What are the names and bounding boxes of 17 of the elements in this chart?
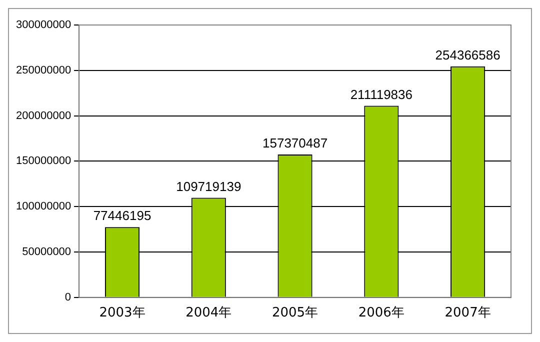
y-tick-label: 200000000: [16, 110, 72, 122]
data-label: 211119836: [350, 86, 413, 102]
x-tick-label: 2003年: [99, 306, 146, 321]
y-tick-label: 100000000: [16, 200, 72, 213]
y-tick-label: 0: [64, 291, 72, 304]
x-tick-label: 2006年: [358, 306, 404, 321]
data-label: 254366586: [435, 48, 500, 63]
data-label: 77446195: [93, 208, 152, 224]
y-tick-label: 300000000: [16, 19, 72, 32]
y-tick-label: 250000000: [16, 64, 72, 76]
x-tick-label: 2005年: [272, 306, 318, 321]
y-tick-label: 50000000: [22, 246, 72, 258]
data-label: 109719139: [176, 178, 242, 194]
x-tick-label: 2007年: [444, 306, 491, 321]
y-tick-label: 150000000: [16, 155, 72, 168]
data-label: 157370487: [262, 136, 328, 151]
x-tick-label: 2004年: [186, 306, 232, 321]
